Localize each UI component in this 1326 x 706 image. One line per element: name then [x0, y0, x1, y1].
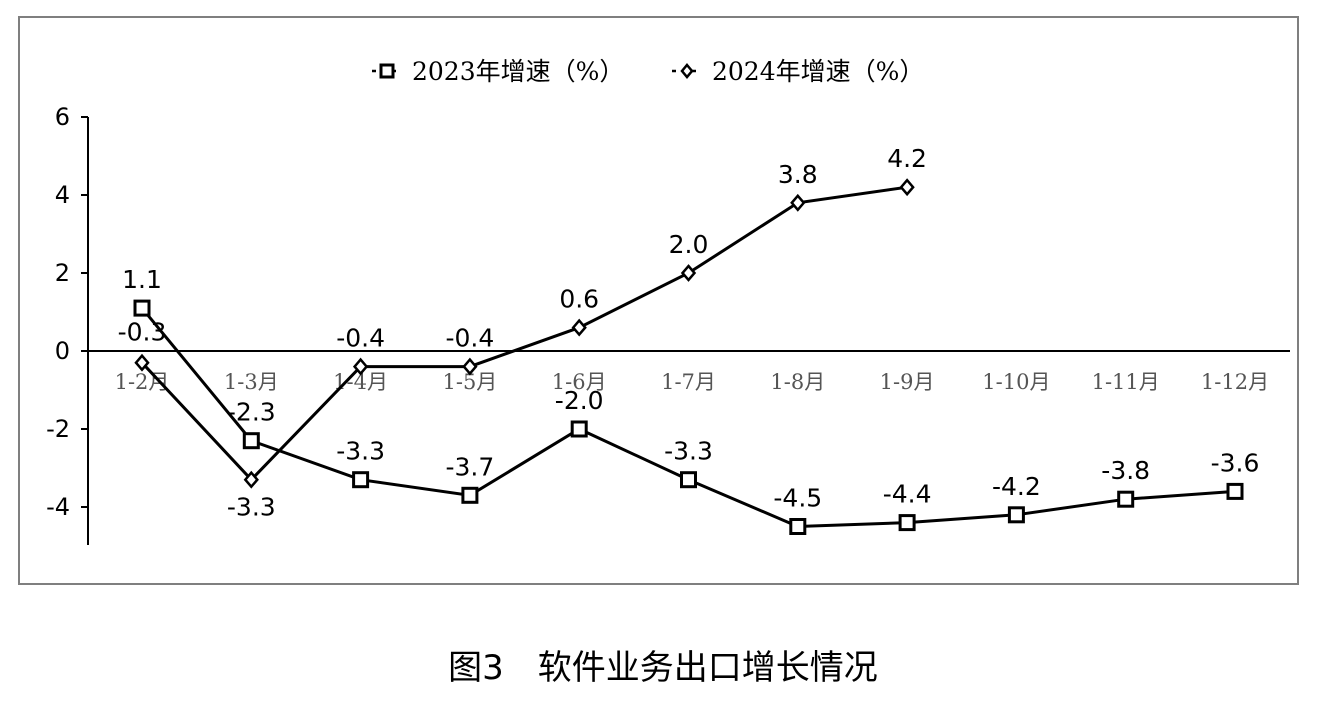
data-point-square [1007, 506, 1025, 524]
data-label-2023: -4.5 [773, 484, 822, 513]
x-tick-label: 1-8月 [770, 370, 825, 394]
data-label-2024: 2.0 [669, 230, 709, 259]
data-label-2023: -2.3 [227, 398, 276, 427]
y-tick-label: -2 [46, 415, 70, 443]
y-tick-label: 6 [55, 103, 70, 131]
data-point-square [570, 420, 588, 438]
data-point-diamond [134, 353, 150, 372]
data-label-2024: -3.3 [227, 493, 276, 522]
data-label-2023: 1.1 [122, 265, 162, 294]
x-tick-label: 1-7月 [661, 370, 716, 394]
data-label-2023: -3.7 [446, 452, 495, 481]
legend-label-2: 2024年增速（%） [712, 57, 924, 86]
data-point-square [352, 471, 370, 489]
data-label-2024: 4.2 [887, 144, 927, 173]
x-tick-label: 1-12月 [1201, 370, 1269, 394]
data-point-diamond [571, 318, 587, 337]
data-label-2024: -0.4 [336, 324, 385, 353]
data-point-diamond [243, 470, 259, 489]
y-tick-label: -4 [46, 493, 70, 521]
data-point-square [680, 471, 697, 489]
data-label-2024: -0.3 [118, 318, 167, 347]
data-point-square [789, 518, 807, 535]
series-line-2 [140, 185, 908, 482]
data-point-square [242, 432, 260, 450]
data-label-2023: -3.3 [336, 437, 385, 466]
data-point-diamond [462, 357, 478, 376]
data-point-square [1117, 490, 1135, 508]
data-label-2024: 3.8 [778, 160, 818, 189]
x-tick-label: 1-11月 [1092, 370, 1160, 394]
data-label-2024: -0.4 [446, 324, 495, 353]
data-point-diamond [790, 193, 806, 212]
data-point-square [133, 299, 151, 317]
data-label-2023: -2.0 [555, 386, 604, 415]
legend-label-1: 2023年增速（%） [412, 57, 624, 86]
data-label-2023: -3.8 [1101, 456, 1150, 485]
data-label-2023: -4.2 [992, 472, 1041, 501]
data-point-diamond [352, 357, 369, 376]
y-tick-label: 2 [55, 259, 70, 287]
x-tick-label: 1-10月 [982, 370, 1050, 394]
data-label-2024: 0.6 [559, 285, 599, 314]
data-point-diamond [899, 178, 915, 197]
data-label-2023: -3.3 [664, 437, 713, 466]
chart-frame [18, 16, 1299, 585]
data-point-square [898, 514, 916, 532]
series-line-1 [140, 307, 1236, 529]
data-label-2023: -4.4 [883, 480, 932, 509]
legend-square-icon [379, 63, 395, 79]
data-point-square [461, 486, 479, 504]
data-point-diamond [680, 264, 697, 282]
legend-diamond-icon [680, 63, 694, 79]
figure-caption: 图3 软件业务出口增长情况 [448, 648, 878, 688]
x-tick-label: 1-6月 [552, 370, 607, 394]
x-tick-label: 1-9月 [880, 370, 935, 394]
data-point-square [1226, 482, 1244, 500]
data-label-2023: -3.6 [1211, 448, 1260, 477]
y-tick-label: 4 [55, 181, 70, 209]
y-tick-label: 0 [55, 337, 70, 365]
x-tick-label: 1-3月 [224, 370, 279, 394]
